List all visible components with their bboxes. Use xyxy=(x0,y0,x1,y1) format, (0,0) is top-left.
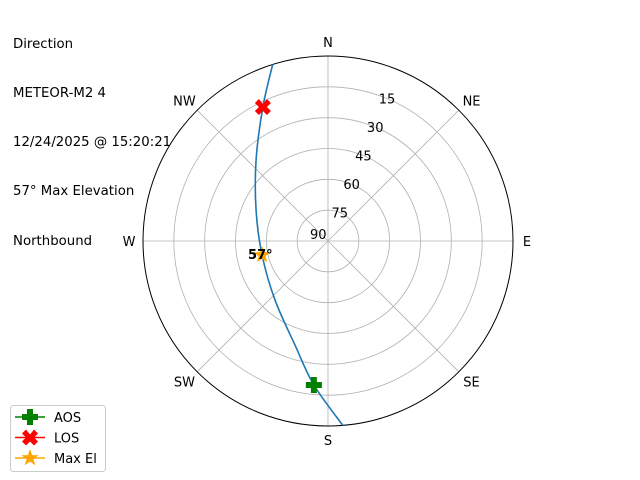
legend-label: LOS xyxy=(54,432,79,447)
title-line: 12/24/2025 @ 15:20:21 xyxy=(13,135,172,151)
legend-item: LOS xyxy=(15,429,79,447)
grid-spoke xyxy=(196,240,329,373)
aos-marker xyxy=(305,377,322,394)
legend-item: AOS xyxy=(15,409,81,426)
direction-label: E xyxy=(523,235,531,250)
direction-label: SE xyxy=(463,376,479,391)
direction-label: S xyxy=(324,434,332,449)
title-line: METEOR-M2 4 xyxy=(13,86,106,102)
radial-tick-label: 60 xyxy=(343,178,360,193)
legend-label: AOS xyxy=(54,411,81,426)
max-el-legend-icon xyxy=(21,449,39,466)
title-line: 57° Max Elevation xyxy=(13,184,135,200)
radial-tick-label: 90 xyxy=(310,228,327,243)
direction-label: N xyxy=(323,36,333,51)
radial-tick-label: 15 xyxy=(379,93,396,108)
legend-frame xyxy=(10,405,106,472)
max-elevation-annotation: 57° xyxy=(248,248,273,263)
grid-spoke xyxy=(327,240,460,373)
aos-legend-icon xyxy=(22,409,38,425)
legend-label: Max El xyxy=(54,452,97,467)
chart-title: Direction METEOR-M2 4 12/24/2025 @ 15:20… xyxy=(13,4,171,267)
polar-frame xyxy=(142,55,514,427)
los-legend-icon xyxy=(22,429,38,446)
title-line: Direction xyxy=(13,36,74,52)
legend: AOS LOS Max El xyxy=(10,405,106,472)
los-marker xyxy=(254,98,271,115)
radial-tick-label: 75 xyxy=(332,207,349,222)
max-el-marker xyxy=(253,246,271,263)
title-line: Northbound xyxy=(13,233,93,249)
direction-label: W xyxy=(123,235,136,250)
direction-label: NW xyxy=(173,94,196,109)
pass-track xyxy=(254,64,344,426)
grid-spoke xyxy=(196,109,329,242)
direction-label: NE xyxy=(463,94,481,109)
radial-tick-label: 45 xyxy=(355,150,372,165)
legend-item: Max El xyxy=(15,449,97,467)
direction-label: SW xyxy=(174,376,195,391)
grid-spoke xyxy=(327,109,460,242)
radial-tick-label: 30 xyxy=(367,121,384,136)
